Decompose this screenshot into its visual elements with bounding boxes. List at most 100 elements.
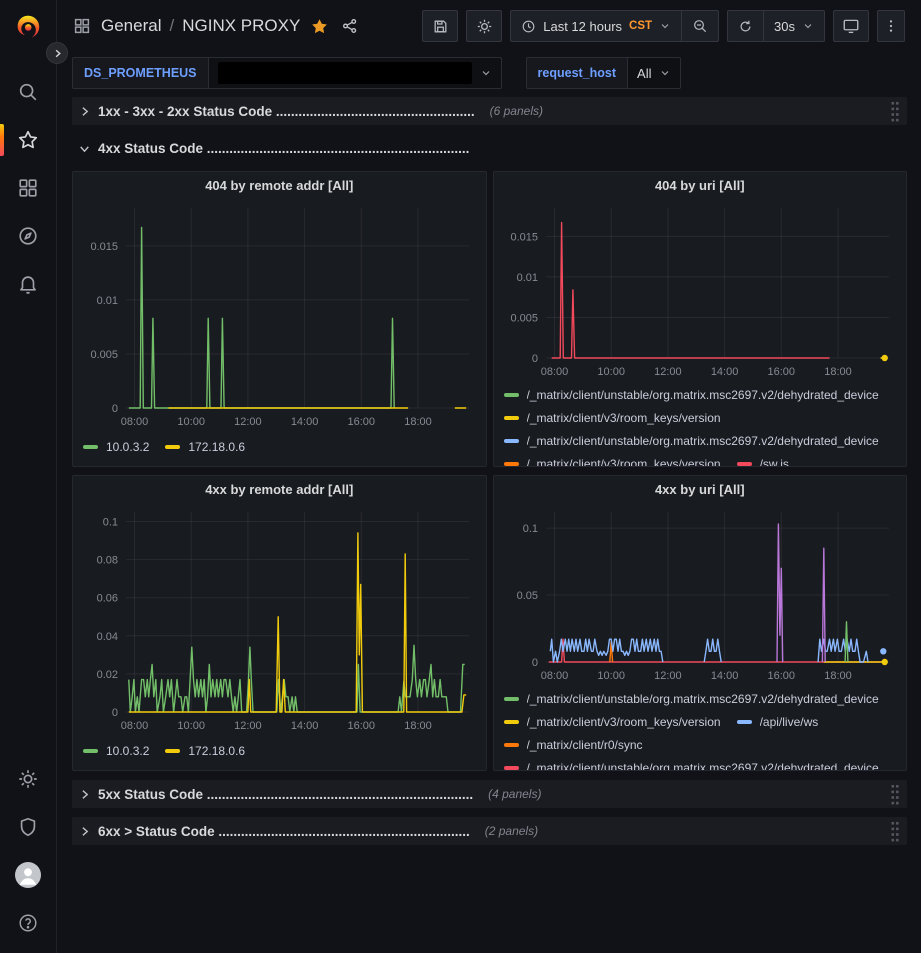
panel-header[interactable]: 4xx by remote addr [All] <box>73 476 486 502</box>
refresh-interval-picker[interactable]: 30s <box>763 11 824 41</box>
legend-item[interactable]: /api/live/ws <box>736 713 818 730</box>
legend-swatch <box>503 461 519 466</box>
bell-icon <box>20 276 36 294</box>
legend-item[interactable]: /_matrix/client/unstable/org.matrix.msc2… <box>503 759 879 771</box>
row-5xx[interactable]: 5xx Status Code ........................… <box>72 780 907 808</box>
refresh-button[interactable] <box>728 11 763 41</box>
dashboard-menu-button[interactable] <box>877 10 905 42</box>
svg-text:0.01: 0.01 <box>517 272 538 284</box>
sidebar-item-configuration[interactable] <box>0 759 57 799</box>
breadcrumb-separator: / <box>169 16 175 35</box>
svg-text:12:00: 12:00 <box>654 366 682 378</box>
svg-text:12:00: 12:00 <box>234 720 262 732</box>
row-title: 4xx Status Code ........................… <box>98 140 470 156</box>
datasource-select[interactable] <box>208 57 502 89</box>
legend-swatch <box>736 719 752 724</box>
panel-header[interactable]: 4xx by uri [All] <box>494 476 907 502</box>
legend-swatch <box>503 719 519 724</box>
sidebar-item-explore[interactable] <box>0 216 57 256</box>
legend-item[interactable]: /_matrix/client/unstable/org.matrix.msc2… <box>503 386 879 403</box>
panel-header[interactable]: 404 by remote addr [All] <box>73 172 486 198</box>
star-icon <box>18 130 38 149</box>
chevron-down-icon <box>802 20 814 32</box>
legend-label: /_matrix/client/unstable/org.matrix.msc2… <box>526 760 879 771</box>
help-icon <box>19 914 37 932</box>
svg-text:0.08: 0.08 <box>96 555 117 567</box>
time-series-chart[interactable]: 08:00 10:00 12:00 14:00 16:00 18:00 0 0.05 0.1 <box>500 502 899 684</box>
grafana-logo[interactable] <box>0 10 57 44</box>
search-icon <box>19 83 37 101</box>
legend-item[interactable]: /_matrix/client/v3/room_keys/version <box>503 455 721 467</box>
dashboard-title[interactable]: NGINX PROXY <box>182 16 301 35</box>
sidebar-item-server-admin[interactable] <box>0 807 57 847</box>
sidebar-item-alerting[interactable] <box>0 264 57 304</box>
redacted-value <box>217 62 472 84</box>
svg-text:12:00: 12:00 <box>234 416 262 428</box>
sidebar-item-search[interactable] <box>0 72 57 112</box>
legend-item[interactable]: 172.18.0.6 <box>165 742 245 759</box>
legend-item[interactable]: /_matrix/client/unstable/org.matrix.msc2… <box>503 432 879 449</box>
legend-label: /_matrix/client/v3/room_keys/version <box>526 456 721 467</box>
row-4xx[interactable]: 4xx Status Code ........................… <box>72 134 907 162</box>
save-dashboard-button[interactable] <box>422 10 459 42</box>
svg-text:0.005: 0.005 <box>511 312 539 324</box>
variable-label: request_host <box>525 57 629 89</box>
dashboard-header: General / NGINX PROXY <box>57 0 921 52</box>
legend-swatch <box>165 748 181 753</box>
panel-header[interactable]: 404 by uri [All] <box>494 172 907 198</box>
legend-item[interactable]: 10.0.3.2 <box>83 742 149 759</box>
time-range-picker[interactable]: Last 12 hours CST <box>511 11 681 41</box>
sidebar-item-starred[interactable] <box>0 120 57 160</box>
drag-handle-icon[interactable] <box>889 100 901 122</box>
legend-item[interactable]: /_matrix/client/r0/sync <box>503 736 643 753</box>
breadcrumb: General / NGINX PROXY <box>73 16 359 36</box>
star-filled-icon[interactable] <box>310 17 329 36</box>
apps-grid-icon[interactable] <box>73 17 91 35</box>
svg-text:16:00: 16:00 <box>768 366 796 378</box>
svg-text:08:00: 08:00 <box>120 720 148 732</box>
row-title: 6xx > Status Code ......................… <box>98 823 470 839</box>
legend-item[interactable]: /_matrix/client/unstable/org.matrix.msc2… <box>503 690 879 707</box>
drag-handle-icon[interactable] <box>889 783 901 805</box>
dashboard-body: 1xx - 3xx - 2xx Status Code ............… <box>57 94 921 953</box>
tv-mode-button[interactable] <box>833 10 869 42</box>
svg-text:0.01: 0.01 <box>96 295 117 307</box>
svg-text:18:00: 18:00 <box>404 416 432 428</box>
time-range-label: Last 12 hours <box>543 18 623 34</box>
legend-item[interactable]: /sw.js <box>736 455 789 466</box>
legend-item[interactable]: 10.0.3.2 <box>83 438 149 455</box>
svg-text:16:00: 16:00 <box>347 416 375 428</box>
sidebar-item-dashboards[interactable] <box>0 168 57 208</box>
legend-label: 172.18.0.6 <box>188 439 246 454</box>
zoom-out-button[interactable] <box>681 11 718 41</box>
share-icon[interactable] <box>341 17 359 35</box>
time-series-chart[interactable]: 08:00 10:00 12:00 14:00 16:00 18:00 0 0.005 0.01… <box>500 198 899 380</box>
row-6xx[interactable]: 6xx > Status Code ......................… <box>72 817 907 845</box>
row-panel-count: (4 panels) <box>488 787 542 801</box>
svg-text:10:00: 10:00 <box>598 366 626 378</box>
chevron-right-icon <box>78 825 91 838</box>
chart-panel: 404 by uri [All] 08:00 10:00 12:00 14:00 16:… <box>492 171 907 467</box>
legend-item[interactable]: /_matrix/client/v3/room_keys/version <box>503 713 721 730</box>
chevron-down-icon <box>480 67 492 79</box>
clock-icon <box>522 20 535 32</box>
dashboard-settings-button[interactable] <box>466 10 503 42</box>
breadcrumb-section[interactable]: General <box>101 16 162 35</box>
sidebar-expand-button[interactable] <box>46 42 68 64</box>
sidebar-item-help[interactable] <box>0 903 57 943</box>
legend-item[interactable]: /_matrix/client/v3/room_keys/version <box>503 409 721 426</box>
svg-text:10:00: 10:00 <box>598 670 626 682</box>
chevron-down-icon <box>659 67 671 79</box>
request-host-select[interactable]: All <box>628 57 682 89</box>
svg-text:08:00: 08:00 <box>120 416 148 428</box>
time-series-chart[interactable]: 08:00 10:00 12:00 14:00 16:00 18:00 0 0.005 0.01… <box>80 198 479 430</box>
legend-item[interactable]: 172.18.0.6 <box>165 438 245 455</box>
row-panel-count: (6 panels) <box>489 104 543 118</box>
svg-text:14:00: 14:00 <box>711 366 739 378</box>
save-icon <box>434 20 447 32</box>
svg-text:18:00: 18:00 <box>404 720 432 732</box>
drag-handle-icon[interactable] <box>889 820 901 842</box>
row-1xx-3xx-2xx[interactable]: 1xx - 3xx - 2xx Status Code ............… <box>72 97 907 125</box>
sidebar-item-profile[interactable] <box>0 855 57 895</box>
time-series-chart[interactable]: 08:00 10:00 12:00 14:00 16:00 18:00 0 0.02 0.04 0… <box>80 502 479 734</box>
